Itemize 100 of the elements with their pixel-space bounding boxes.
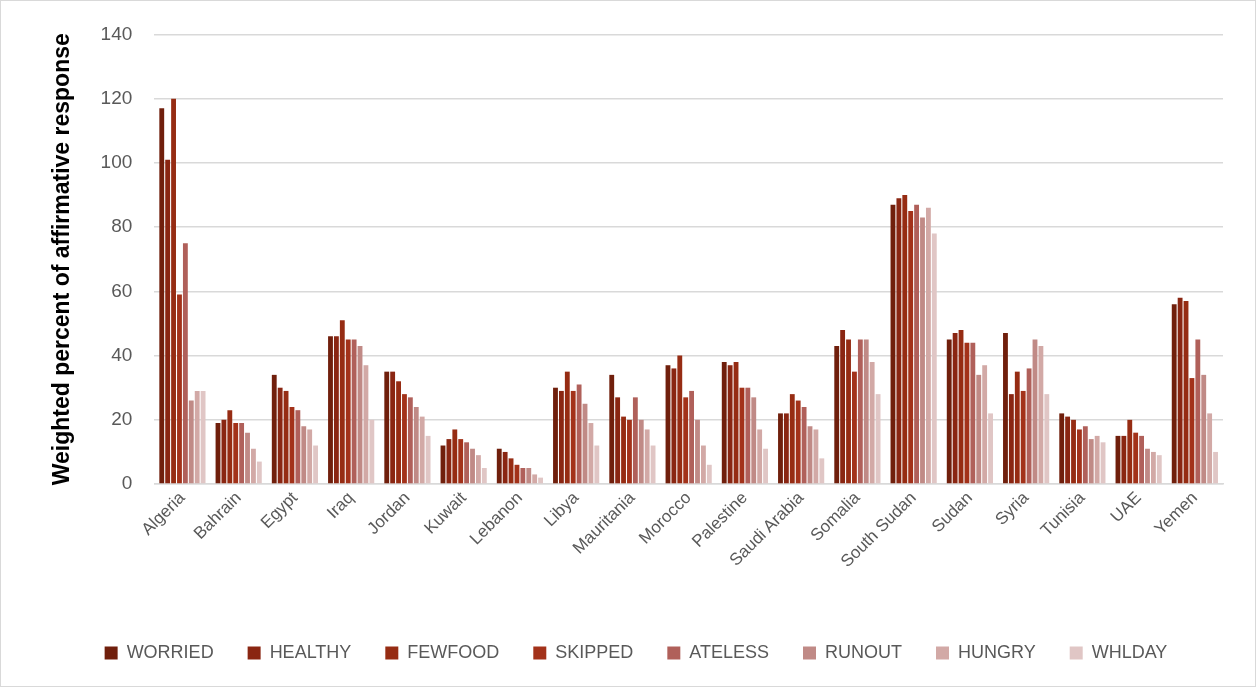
bar <box>458 439 464 484</box>
y-tick-label: 60 <box>111 279 133 301</box>
bar <box>1156 455 1162 484</box>
bar <box>920 217 925 484</box>
legend-label: WORRIED <box>126 641 214 662</box>
bar <box>245 432 250 484</box>
bar <box>834 345 840 484</box>
bar <box>778 413 783 484</box>
bar <box>1082 426 1088 484</box>
bar <box>239 423 245 484</box>
legend-label: RUNOUT <box>825 641 903 662</box>
bar <box>481 468 487 484</box>
bar <box>931 233 937 484</box>
bar <box>609 374 615 484</box>
bar <box>908 211 914 484</box>
bar <box>1059 413 1065 484</box>
bar <box>233 423 239 484</box>
bar <box>757 429 763 484</box>
bar <box>413 406 419 484</box>
bar <box>159 108 165 484</box>
bar <box>852 371 857 484</box>
bar <box>200 390 206 484</box>
y-tick-label: 40 <box>111 343 133 365</box>
bar <box>351 339 357 484</box>
bar <box>251 448 256 484</box>
bar <box>1150 451 1156 484</box>
y-tick-label: 80 <box>111 215 133 237</box>
bar <box>588 423 594 484</box>
bar <box>1145 448 1150 484</box>
legend-label: HUNGRY <box>958 641 1036 662</box>
x-tick-label: Iraq <box>323 487 358 523</box>
bar <box>627 419 632 484</box>
y-tick-label: 120 <box>100 86 133 108</box>
bar <box>182 243 188 484</box>
bar <box>526 468 532 484</box>
bar <box>695 419 700 484</box>
bar <box>644 429 650 484</box>
bar <box>313 445 319 484</box>
bar <box>1020 390 1026 484</box>
bar <box>1003 333 1008 484</box>
bar <box>532 474 538 484</box>
bar <box>369 419 375 484</box>
bar <box>476 455 481 484</box>
bar <box>1026 368 1032 484</box>
bar <box>256 461 262 484</box>
bar <box>914 204 920 484</box>
y-tick-label: 20 <box>111 408 133 430</box>
bar <box>751 397 757 484</box>
bar <box>419 416 425 484</box>
bar <box>683 397 689 484</box>
bar <box>946 339 952 484</box>
bar <box>1195 339 1201 484</box>
bar <box>1044 394 1050 484</box>
bar <box>470 448 475 484</box>
bar <box>632 397 638 484</box>
bar <box>1038 345 1044 484</box>
bar <box>402 394 407 484</box>
bar <box>801 406 807 484</box>
bar <box>706 464 712 484</box>
bar <box>819 458 825 484</box>
bar <box>689 390 695 484</box>
bar <box>301 426 307 484</box>
y-axis-title: Weighted percent of affirmative response <box>48 33 75 486</box>
bar <box>857 339 863 484</box>
bar <box>988 413 993 484</box>
bar <box>1077 429 1082 484</box>
bar <box>177 294 182 484</box>
bar <box>271 374 277 484</box>
bar <box>813 429 819 484</box>
bar <box>496 448 502 484</box>
bar <box>520 468 526 484</box>
legend-label: HEALTHY <box>269 641 352 662</box>
bar <box>464 442 470 484</box>
y-tick-label: 0 <box>121 472 133 494</box>
bar <box>700 445 706 484</box>
bar <box>295 410 301 484</box>
bar <box>970 342 976 484</box>
bar <box>721 362 727 484</box>
bar <box>795 400 801 484</box>
bar <box>1139 435 1144 484</box>
bar <box>1213 451 1218 484</box>
bar <box>328 336 333 484</box>
bar <box>869 362 875 484</box>
legend-label: SKIPPED <box>555 641 634 662</box>
bar <box>570 390 576 484</box>
bar <box>1133 432 1139 484</box>
legend-label: FEWFOOD <box>407 641 500 662</box>
bar <box>576 384 582 484</box>
bar <box>194 390 200 484</box>
bar <box>638 419 644 484</box>
bar <box>1201 374 1207 484</box>
bar <box>307 429 313 484</box>
bar <box>188 400 194 484</box>
legend-label: WHLDAY <box>1091 641 1168 662</box>
bar <box>982 365 988 484</box>
bar <box>1207 413 1213 484</box>
bar <box>407 397 413 484</box>
bar <box>763 448 768 484</box>
bar <box>1088 439 1094 484</box>
bar <box>594 445 600 484</box>
